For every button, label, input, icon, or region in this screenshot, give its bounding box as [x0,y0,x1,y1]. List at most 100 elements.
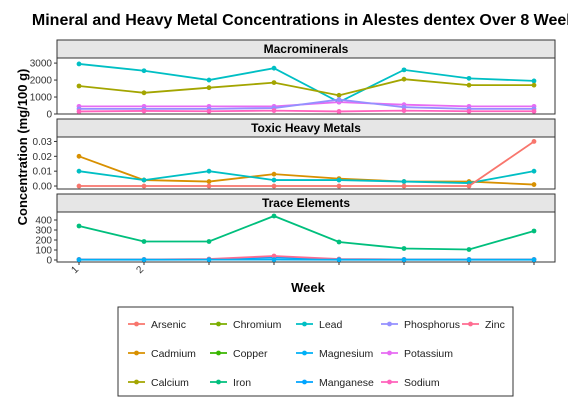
data-point [336,109,342,114]
data-point [531,182,537,187]
plot-area [56,211,556,263]
data-point [336,177,342,183]
data-point [531,257,537,263]
data-point [336,183,342,189]
legend-entry: Iron [210,377,251,389]
data-point [141,183,147,189]
legend-label: Calcium [151,377,189,389]
legend-entry: Zinc [462,319,505,331]
data-point [466,247,472,252]
legend-label: Arsenic [151,319,186,331]
legend-label: Magnesium [319,348,374,360]
legend-entry: Calcium [128,377,189,389]
chart-title: Mineral and Heavy Metal Concentrations i… [32,12,568,29]
legend-entry: Copper [210,348,268,360]
data-point [206,183,212,189]
data-point [141,68,147,74]
x-tick-label: 2 [134,264,146,276]
data-point [271,171,277,177]
data-point [531,108,537,114]
data-point [206,108,212,114]
data-point [206,239,212,244]
y-tick-label: 1000 [30,93,53,104]
data-point [401,183,407,189]
y-axis-title: Concentration (mg/100 g) [15,69,30,226]
data-point [401,257,407,263]
legend-swatch-point [302,379,307,385]
data-point [141,177,147,183]
series-line [78,215,535,251]
data-point [531,82,537,88]
series-line [78,155,535,186]
legend-swatch-point [468,321,473,327]
facet-panel: Toxic Heavy Metals 0.00 0.01 0.02 0.03 [33,118,556,193]
legend-entry: Phosphorus [381,319,460,331]
legend-label: Chromium [233,319,282,331]
legend-swatch-point [134,321,139,327]
legend-swatch-point [216,321,221,327]
data-point [336,97,342,102]
data-point [401,108,407,114]
data-point [466,257,472,263]
data-point [76,183,82,189]
legend-entry: Cadmium [128,348,196,360]
data-point [271,183,277,189]
legend-swatch-point [387,321,392,327]
legend-swatch-point [387,350,392,356]
legend-label: Zinc [485,319,505,331]
data-point [271,177,277,183]
y-tick-label: 400 [35,216,52,227]
data-point [401,76,407,82]
facet-strip-label: Trace Elements [262,196,350,210]
data-point [76,223,82,229]
data-point [271,80,277,86]
data-point [401,179,407,184]
legend-swatch-point [216,350,221,356]
legend-label: Lead [319,319,343,331]
legend-entry: Lead [296,319,343,331]
legend-swatch-point [134,379,139,385]
y-tick-label: 0.01 [33,167,53,178]
legend-entry: Arsenic [128,319,186,331]
data-point [271,253,277,259]
y-tick-label: 0.03 [33,137,53,148]
legend-swatch-point [134,350,139,356]
data-point [401,67,407,73]
data-point [271,213,277,219]
y-tick-label: 0.00 [33,182,53,193]
series-line [79,140,535,187]
legend-label: Manganese [319,377,374,389]
data-point [466,108,472,114]
data-point [531,168,537,174]
legend-box [117,306,514,397]
legend-label: Copper [233,348,268,360]
data-point [466,183,472,189]
legend-label: Cadmium [151,348,196,360]
data-point [531,78,537,84]
facet-strip-label: Macrominerals [264,42,349,56]
legend-entry: Chromium [210,319,282,331]
legend-entry: Manganese [296,377,374,389]
legend-swatch-point [216,379,221,385]
data-point [206,168,212,174]
legend-label: Iron [233,377,251,389]
data-point [271,257,277,262]
data-point [336,239,342,245]
legend-entry: Potassium [381,348,453,360]
series-line [78,170,535,184]
data-point [206,85,212,91]
data-point [336,257,342,263]
data-point [141,90,147,96]
x-tick-label: 1 [69,264,81,276]
legend-entry: Magnesium [296,348,374,360]
data-point [76,83,82,89]
data-point [206,77,212,83]
data-point [271,108,277,114]
data-point [401,104,407,110]
data-point [206,179,212,184]
data-point [76,153,82,159]
data-point [76,168,82,174]
